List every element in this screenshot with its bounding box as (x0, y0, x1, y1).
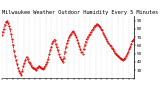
Text: Milwaukee Weather Outdoor Humidity Every 5 Minutes (Last 24 Hours): Milwaukee Weather Outdoor Humidity Every… (2, 10, 160, 15)
